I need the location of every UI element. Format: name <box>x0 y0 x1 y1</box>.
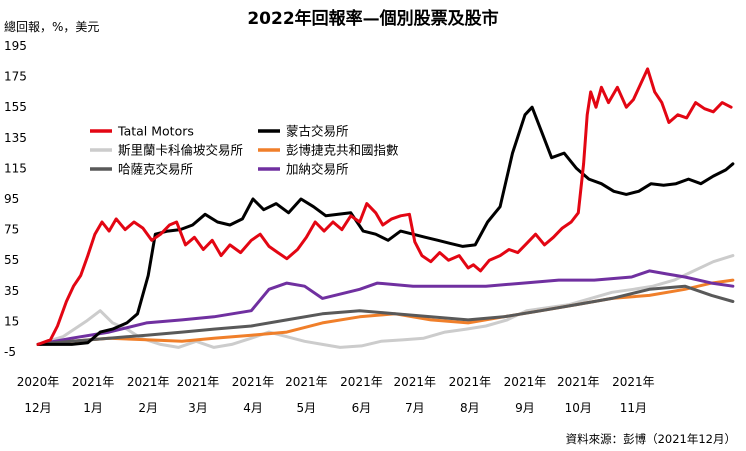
y-axis-label: 總回報，%，美元 <box>4 19 99 34</box>
x-tick-year: 2021年 <box>127 375 170 389</box>
y-tick-label: 55 <box>4 253 19 267</box>
x-tick-year: 2021年 <box>557 375 600 389</box>
x-tick-month: 4月 <box>243 401 263 415</box>
y-tick-label: 175 <box>4 70 27 84</box>
x-tick-year: 2021年 <box>612 375 655 389</box>
x-tick-year: 2021年 <box>232 375 275 389</box>
x-tick-month: 9月 <box>515 401 535 415</box>
x-axis-ticks: 2020年 12月 2021年 1月 2021年 2月 2021年 3月 2021年 4月 2021… <box>17 375 655 415</box>
y-tick-label: 35 <box>4 284 19 298</box>
series-line-1 <box>36 67 733 346</box>
x-tick-year: 2021年 <box>285 375 328 389</box>
x-tick-year: 2021年 <box>340 375 383 389</box>
legend-label: 加納交易所 <box>286 162 349 177</box>
y-tick-label: 15 <box>4 314 19 328</box>
x-tick-year: 2020年 <box>17 375 60 389</box>
x-tick-month: 12月 <box>24 401 51 415</box>
y-tick-label: 155 <box>4 100 27 114</box>
legend-label: 彭博捷克共和國指數 <box>286 143 399 158</box>
series-line-6 <box>36 269 735 346</box>
x-tick-month: 5月 <box>297 401 317 415</box>
x-tick-month: 10月 <box>565 401 592 415</box>
x-tick-month: 11月 <box>620 401 647 415</box>
y-tick-label: 135 <box>4 131 27 145</box>
x-tick-month: 7月 <box>405 401 425 415</box>
x-tick-month: 6月 <box>352 401 372 415</box>
x-tick-month: 2月 <box>138 401 158 415</box>
x-tick-month: 8月 <box>460 401 480 415</box>
y-tick-label: 75 <box>4 223 19 237</box>
y-tick-label: 195 <box>4 39 27 53</box>
x-tick-year: 2021年 <box>72 375 115 389</box>
x-tick-year: 2021年 <box>449 375 492 389</box>
x-tick-month: 1月 <box>83 401 103 415</box>
legend-label: 蒙古交易所 <box>286 124 349 139</box>
y-tick-label: 115 <box>4 161 27 175</box>
legend-label: Tatal Motors <box>117 124 194 139</box>
y-tick-label: -5 <box>4 345 16 359</box>
y-tick-label: 95 <box>4 192 19 206</box>
x-tick-year: 2021年 <box>504 375 547 389</box>
x-tick-year: 2021年 <box>393 375 436 389</box>
legend-label: 斯里蘭卡科倫坡交易所 <box>118 143 243 158</box>
legend-label: 哈薩克交易所 <box>118 162 193 177</box>
chart-title: 2022年回報率—個別股票及股市 <box>247 8 498 29</box>
source-note: 資料來源：彭博（2021年12月） <box>566 432 736 446</box>
x-tick-year: 2021年 <box>177 375 220 389</box>
series-line-5 <box>36 284 735 346</box>
x-tick-month: 3月 <box>188 401 208 415</box>
series-lines <box>36 67 735 349</box>
y-axis-ticks: -5 15 35 55 75 95 115 135 155 175 195 <box>4 39 27 359</box>
